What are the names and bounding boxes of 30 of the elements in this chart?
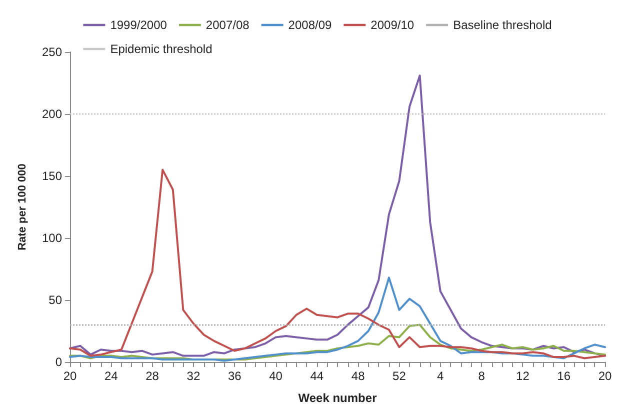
legend-label: 1999/2000 [110, 18, 168, 32]
x-tick-label: 44 [310, 369, 324, 383]
x-axis-title: Week number [298, 391, 378, 405]
x-tick-label: 24 [104, 369, 118, 383]
y-tick-label: 0 [55, 355, 62, 369]
legend-label: Epidemic threshold [110, 42, 212, 56]
x-tick-label: 20 [63, 369, 77, 383]
y-tick-label: 250 [42, 45, 62, 59]
x-tick-label: 36 [228, 369, 242, 383]
x-tick-label: 8 [478, 369, 486, 383]
y-tick-label: 50 [48, 293, 62, 307]
x-tick-label: 4 [437, 369, 444, 383]
x-tick-label: 52 [392, 369, 406, 383]
x-tick-label: 28 [146, 369, 160, 383]
x-tick-label: 20 [598, 369, 612, 383]
y-tick-label: 200 [42, 107, 62, 121]
x-tick-label: 40 [269, 369, 283, 383]
y-axis-title: Rate per 100 000 [16, 164, 28, 250]
x-tick-label: 48 [351, 369, 366, 383]
legend-label: 2009/10 [370, 18, 414, 32]
legend-label: 2007/08 [206, 18, 250, 32]
x-tick-label: 16 [557, 369, 571, 383]
x-tick-label: 32 [186, 369, 200, 383]
x-tick-label: 12 [516, 369, 530, 383]
legend-label: Baseline threshold [453, 18, 552, 32]
line-series [69, 74, 606, 357]
line-series [69, 168, 606, 360]
y-tick-label: 100 [42, 231, 62, 245]
y-tick-label: 150 [42, 169, 62, 183]
legend-label: 2008/09 [288, 18, 332, 32]
